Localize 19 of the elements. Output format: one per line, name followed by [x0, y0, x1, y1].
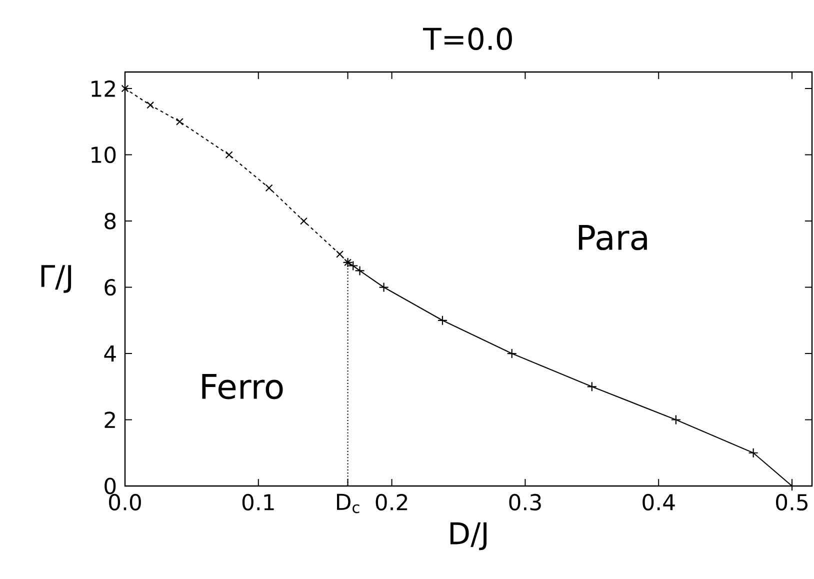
- y-tick-label: 8: [104, 212, 116, 230]
- x-tick-label: 0.3: [509, 494, 541, 510]
- y-tick-label: 6: [104, 278, 116, 296]
- x-tick-label: 0.0: [109, 494, 141, 510]
- y-tick-label: 12: [92, 80, 115, 97]
- chart-title: T=0.0: [422, 28, 512, 50]
- x-tick-label: 0.1: [242, 494, 274, 510]
- y-tick-label: 4: [104, 346, 116, 362]
- x-tick-label: 0.2: [376, 494, 408, 510]
- y-tick-label: 0: [104, 478, 116, 494]
- y-tick-label: 2: [104, 412, 115, 428]
- y-tick-label: 10: [92, 146, 116, 164]
- x-tick-label: 0.4: [642, 494, 675, 510]
- x-tick-label: 0.5: [776, 494, 808, 510]
- annotation: Ferro: [202, 374, 283, 400]
- annotation: Para: [578, 225, 647, 250]
- x-axis-title: D/J: [450, 522, 487, 550]
- y-axis-title: Γ/J: [41, 265, 72, 293]
- x-tick-label: D$_{c}$: [337, 494, 360, 514]
